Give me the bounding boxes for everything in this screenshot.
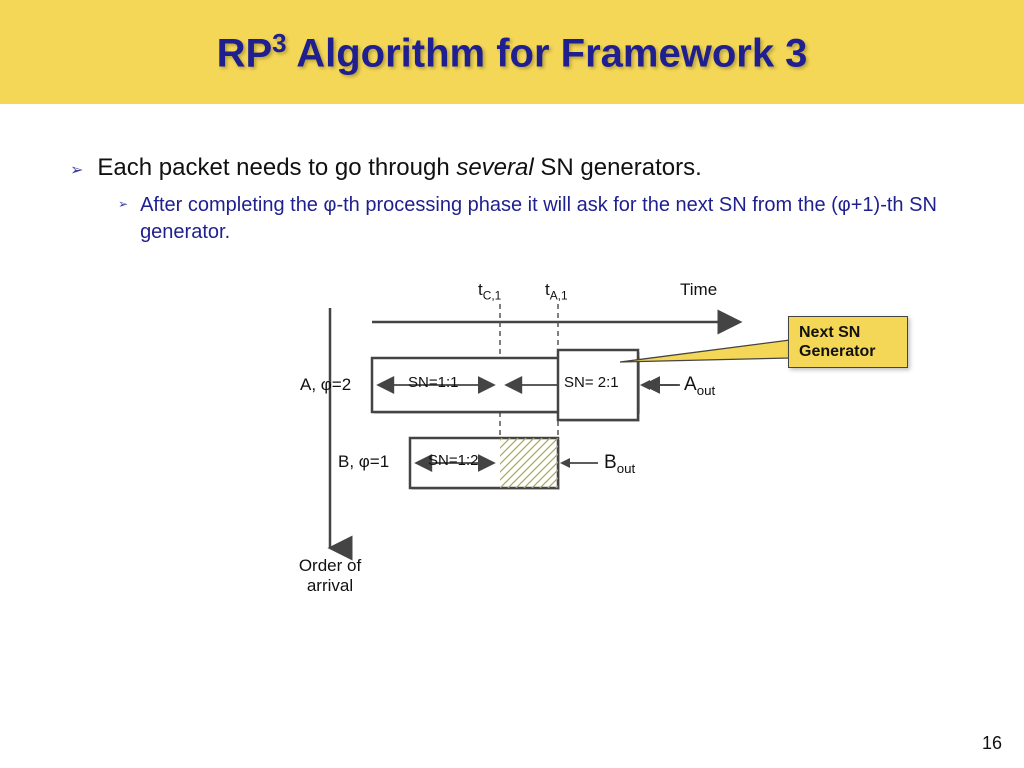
callout-next-sn: Next SN Generator <box>788 316 908 368</box>
chevron-icon: ➢ <box>70 160 83 180</box>
rowA-out: Aout <box>684 374 715 398</box>
tA1-label: tA,1 <box>545 280 568 302</box>
title-sup: 3 <box>272 28 286 58</box>
rowB-label: B, φ=1 <box>338 452 389 472</box>
bullet-level-2: ➢ After completing the φ-th processing p… <box>118 192 964 246</box>
chevron-icon: ➢ <box>118 197 128 211</box>
rowB-out-sub: out <box>617 461 636 476</box>
title-rest: Algorithm for Framework 3 <box>287 31 808 75</box>
timing-diagram: Time tC,1 tA,1 A, φ=2 SN=1:1 SN= 2:1 Aou… <box>0 260 1024 680</box>
rowA-sn1: SN=1:1 <box>408 374 458 391</box>
tC1-label: tC,1 <box>478 280 501 302</box>
b1-post: SN generators. <box>534 154 702 181</box>
rowB-sn1: SN=1:2 <box>428 452 478 469</box>
rowA-out-sym: A <box>684 374 697 395</box>
order-axis-label: Order of arrival <box>280 556 380 596</box>
rowA-sn2: SN= 2:1 <box>564 374 619 391</box>
title-bar: RP3 Algorithm for Framework 3 <box>0 0 1024 104</box>
rowA-label: A, φ=2 <box>300 375 351 395</box>
rowB-out: Bout <box>604 452 635 476</box>
title-prefix: RP <box>217 31 273 75</box>
bullet-level-1: ➢ Each packet needs to go through severa… <box>70 154 964 182</box>
tA1-sub: A,1 <box>550 288 568 302</box>
page-number: 16 <box>982 733 1002 754</box>
rowA-out-sub: out <box>697 383 716 398</box>
b1-pre: Each packet needs to go through <box>97 154 456 181</box>
b1-italic: several <box>456 154 533 181</box>
tC1-sub: C,1 <box>483 288 502 302</box>
rowB-out-sym: B <box>604 452 617 473</box>
bullet2-text: After completing the φ-th processing pha… <box>140 192 964 246</box>
bullet1-text: Each packet needs to go through several … <box>97 154 701 182</box>
slide-title: RP3 Algorithm for Framework 3 <box>217 28 808 76</box>
time-axis-label: Time <box>680 280 717 300</box>
content-area: ➢ Each packet needs to go through severa… <box>0 104 1024 246</box>
